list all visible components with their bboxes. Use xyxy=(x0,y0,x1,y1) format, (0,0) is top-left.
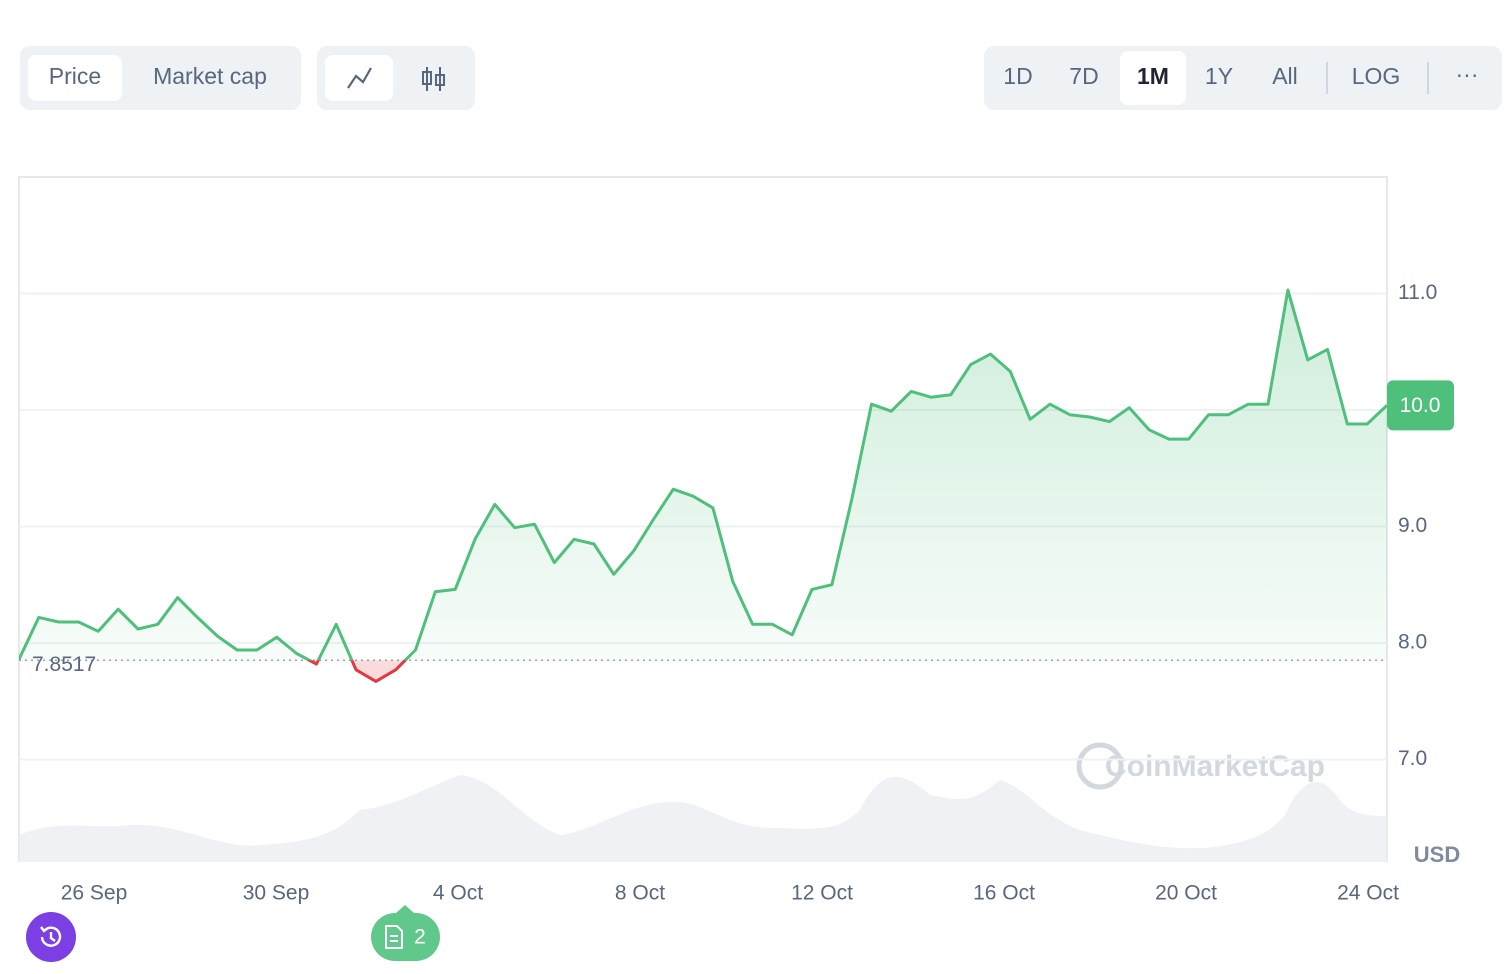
plot: 7.0 8.0 9.0 10.0 11.0 26 Sep 30 Sep 4 Oct 8 Oct 1… xyxy=(19,281,1454,905)
currency-label: USD xyxy=(1414,842,1460,867)
x-tick-label: 30 Sep xyxy=(243,882,310,905)
x-tick-label: 24 Oct xyxy=(1337,882,1399,905)
tab-market-cap[interactable]: Market cap xyxy=(153,63,267,89)
news-badge[interactable] xyxy=(371,913,440,961)
line-icon xyxy=(347,67,372,89)
log-button[interactable]: LOG xyxy=(1352,63,1401,89)
watermark: CoinMarketCap xyxy=(1105,750,1325,783)
range-button[interactable]: 1Y xyxy=(1205,63,1233,89)
price-tag xyxy=(1387,380,1454,431)
badge-pointer xyxy=(396,905,414,913)
history-icon xyxy=(40,926,62,947)
range-active[interactable] xyxy=(1120,51,1186,105)
area-above xyxy=(19,290,1387,661)
x-tick-label: 12 Oct xyxy=(791,882,853,905)
tab-price[interactable]: Price xyxy=(49,63,101,89)
x-tick-label: 16 Oct xyxy=(973,882,1035,905)
y-tick-label: 7.0 xyxy=(1398,747,1427,770)
watermark-logo xyxy=(1076,742,1124,790)
range-button[interactable]: 1D xyxy=(1003,63,1032,89)
x-tick-label: 8 Oct xyxy=(615,882,665,905)
volume-area xyxy=(19,775,1387,862)
news-count: 2 xyxy=(414,926,426,949)
range-button[interactable]: All xyxy=(1272,63,1298,89)
tab-active[interactable] xyxy=(28,55,122,101)
x-tick-label: 20 Oct xyxy=(1155,882,1217,905)
range-button[interactable]: 7D xyxy=(1069,63,1098,89)
candle-icon[interactable] xyxy=(422,67,445,91)
line-above xyxy=(19,288,1387,661)
range-group xyxy=(984,46,1502,110)
y-tick-label: 11.0 xyxy=(1398,281,1437,304)
x-tick-label: 26 Sep xyxy=(61,882,128,905)
y-tick-label: 8.0 xyxy=(1398,631,1427,654)
y-tick-label: 9.0 xyxy=(1398,514,1427,537)
area-below xyxy=(19,660,1387,682)
news-icon xyxy=(385,925,403,949)
x-tick-label: 4 Oct xyxy=(433,882,483,905)
price-tag-label: 10.0 xyxy=(1400,394,1441,417)
range-button[interactable]: 1M xyxy=(1137,63,1169,89)
more-button[interactable]: ··· xyxy=(1456,61,1479,87)
